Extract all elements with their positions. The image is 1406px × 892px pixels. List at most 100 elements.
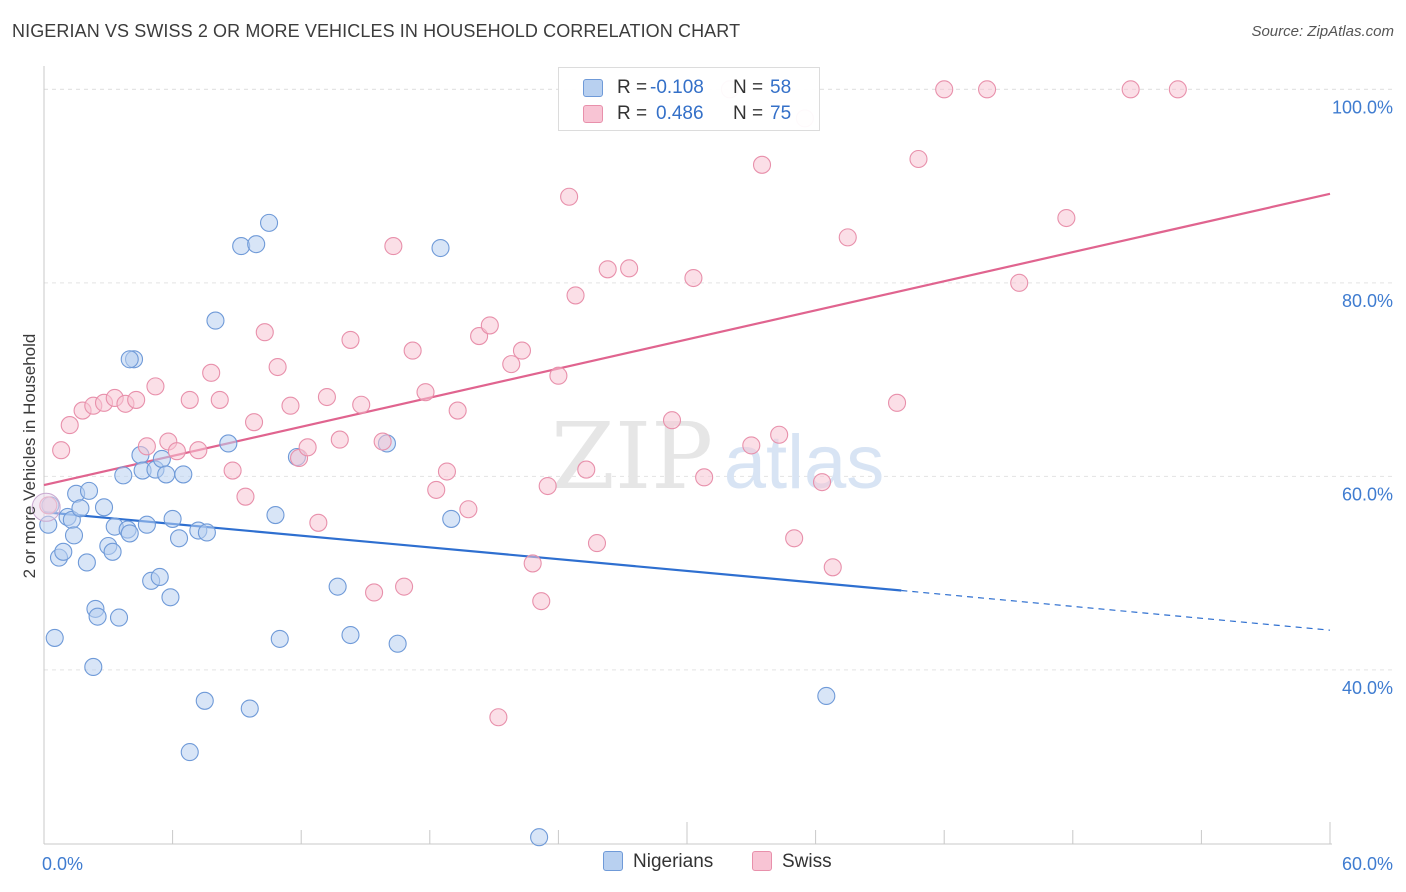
point-swiss: [309, 513, 328, 532]
legend-item-swiss: Swiss: [752, 851, 832, 879]
point-nigerians: [197, 523, 216, 542]
point-swiss: [785, 529, 804, 548]
point-swiss: [662, 411, 682, 430]
point-nigerians: [114, 466, 133, 485]
point-swiss: [566, 286, 585, 305]
y-axis-label: 2 or more Vehicles in Household: [20, 333, 39, 579]
point-nigerians: [45, 628, 64, 647]
point-swiss: [512, 341, 532, 360]
point-swiss: [255, 323, 274, 342]
legend-n-label: N =: [733, 77, 764, 98]
point-swiss: [532, 592, 551, 611]
point-nigerians: [103, 542, 122, 561]
point-nigerians: [431, 238, 450, 258]
point-swiss: [823, 558, 842, 577]
point-nigerians: [180, 743, 199, 762]
point-nigerians: [71, 499, 90, 518]
legend-r-label: R =: [617, 77, 648, 98]
point-swiss: [502, 355, 521, 374]
legend-swatch-nigerians: [603, 851, 623, 871]
legend-label-nigerians: Nigerians: [633, 851, 714, 872]
point-nigerians: [169, 529, 189, 548]
trend-lines: [43, 192, 1331, 631]
point-nigerians: [206, 311, 225, 330]
trend-line-nigerians: [43, 511, 902, 592]
point-swiss: [298, 438, 317, 457]
point-swiss: [935, 80, 954, 99]
point-swiss: [167, 442, 186, 461]
point-swiss: [587, 534, 607, 553]
point-swiss: [437, 462, 456, 481]
point-nigerians: [530, 828, 549, 847]
point-swiss: [341, 330, 360, 349]
axes: [43, 66, 1332, 845]
tick-labels: 40.0% 60.0% 80.0% 100.0% 0.0% 60.0%: [42, 97, 1393, 874]
point-nigerians: [157, 465, 176, 484]
point-swiss: [470, 327, 489, 346]
point-swiss: [180, 390, 199, 409]
point-nigerians: [84, 657, 103, 676]
point-nigerians: [240, 699, 259, 718]
point-swiss: [1057, 208, 1076, 228]
point-nigerians: [817, 686, 836, 706]
legend-row-nigerians: R = -0.108 N = 58: [559, 75, 821, 103]
point-swiss: [887, 393, 907, 412]
legend-row-swiss: R = 0.486 N = 75: [559, 101, 821, 129]
point-nigerians: [266, 505, 285, 525]
point-swiss: [577, 460, 596, 479]
point-swiss: [838, 228, 857, 247]
point-nigerians: [94, 498, 114, 517]
point-nigerians: [442, 509, 461, 528]
x-tick-label: 60.0%: [1342, 854, 1393, 874]
y-tick-label: 100.0%: [1332, 97, 1393, 117]
point-swiss: [598, 260, 617, 279]
legend-label-swiss: Swiss: [782, 851, 832, 872]
legend-r-label: R =: [617, 103, 648, 124]
point-swiss: [210, 390, 229, 409]
point-nigerians: [161, 588, 180, 607]
point-swiss: [281, 396, 300, 415]
legend-n-label: N =: [733, 103, 764, 124]
point-swiss: [770, 425, 789, 444]
stats-legend: R = -0.108 N = 58 R = 0.486 N = 75: [558, 67, 820, 131]
point-nigerians: [195, 691, 214, 710]
point-swiss: [373, 432, 392, 451]
point-swiss: [60, 416, 79, 435]
point-nigerians: [109, 608, 129, 627]
point-swiss: [202, 363, 221, 382]
point-swiss: [146, 377, 165, 396]
point-swiss: [189, 441, 208, 460]
point-swiss: [223, 461, 242, 480]
x-tick-label: 0.0%: [42, 854, 83, 874]
point-nigerians: [64, 526, 84, 545]
watermark: ZIP atlas: [551, 403, 884, 510]
scatter-points: [31, 80, 1187, 847]
point-nigerians: [150, 567, 169, 587]
point-swiss: [52, 441, 71, 460]
point-nigerians: [174, 465, 193, 484]
point-nigerians: [77, 553, 96, 572]
point-swiss: [448, 401, 467, 420]
point-nigerians: [341, 625, 360, 645]
point-swiss: [384, 237, 403, 256]
point-nigerians: [152, 449, 171, 468]
point-nigerians: [120, 524, 139, 543]
y-tick-label: 40.0%: [1342, 678, 1393, 698]
legend-n-value: 58: [770, 77, 792, 98]
trend-line-swiss: [43, 192, 1331, 487]
point-swiss: [684, 268, 703, 288]
point-swiss: [620, 259, 639, 278]
point-nigerians: [137, 515, 156, 534]
legend-n-value: 75: [770, 103, 792, 124]
point-nigerians: [232, 237, 251, 256]
chart-title: NIGERIAN VS SWISS 2 OR MORE VEHICLES IN …: [12, 21, 741, 41]
source-label: Source: ZipAtlas.com: [1251, 23, 1394, 40]
point-swiss: [752, 155, 772, 174]
point-swiss: [365, 583, 384, 602]
point-nigerians: [120, 350, 139, 369]
point-nigerians: [219, 434, 238, 453]
point-swiss: [560, 187, 579, 206]
point-swiss: [427, 480, 446, 499]
point-swiss: [1010, 273, 1029, 292]
